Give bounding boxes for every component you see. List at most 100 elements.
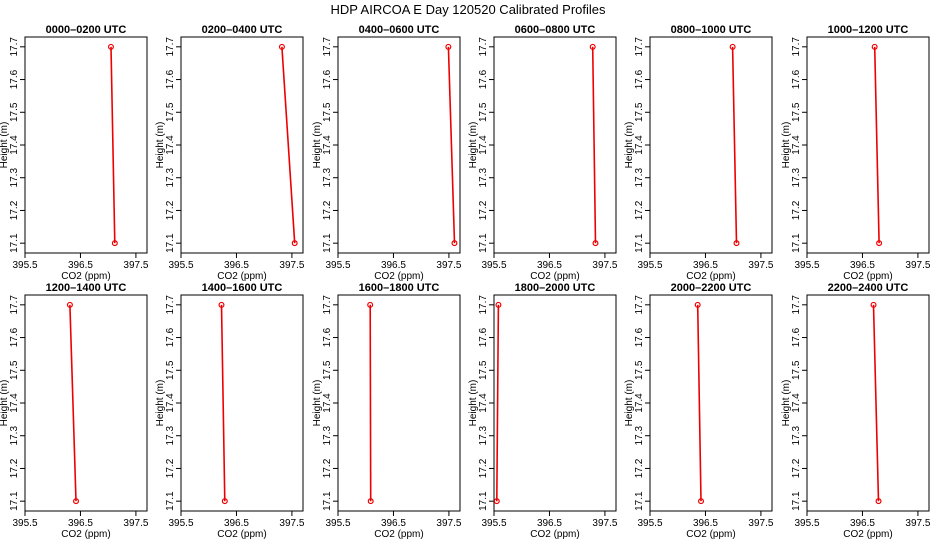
y-tick-label: 17.7 bbox=[9, 295, 20, 315]
data-point-marker bbox=[445, 43, 452, 50]
y-tick-label: 17.6 bbox=[165, 327, 176, 347]
plot-frame bbox=[806, 36, 930, 254]
y-tick-label: 17.7 bbox=[165, 37, 176, 57]
x-tick-label: 396.5 bbox=[693, 260, 718, 271]
y-tick-label: 17.7 bbox=[634, 37, 645, 57]
y-tick-label: 17.5 bbox=[9, 360, 20, 380]
y-tick-label: 17.6 bbox=[322, 327, 333, 347]
x-tick-label: 397.5 bbox=[592, 518, 617, 529]
y-tick-label: 17.6 bbox=[9, 69, 20, 89]
x-axis-label: CO2 (ppm) bbox=[61, 271, 110, 282]
y-tick-label: 17.2 bbox=[165, 458, 176, 478]
y-tick-label: 17.4 bbox=[322, 393, 333, 413]
y-tick-label: 17.3 bbox=[791, 168, 802, 188]
y-tick-label: 17.1 bbox=[478, 491, 489, 511]
x-tick-label: 395.5 bbox=[12, 260, 37, 271]
figure-title: HDP AIRCOA E Day 120520 Calibrated Profi… bbox=[330, 2, 606, 17]
x-axis-label: CO2 (ppm) bbox=[686, 271, 735, 282]
y-tick-label: 17.3 bbox=[322, 426, 333, 446]
data-point-marker bbox=[589, 43, 596, 50]
plot-frame bbox=[180, 36, 304, 254]
x-tick-label: 397.5 bbox=[436, 260, 461, 271]
y-tick-label: 17.7 bbox=[791, 37, 802, 57]
y-tick-label: 17.1 bbox=[165, 491, 176, 511]
x-tick-label: 396.5 bbox=[537, 260, 562, 271]
panel-6: 1000–1200 UTC 395.5 396.5 397.5 17.1 17.2 17.3… bbox=[781, 24, 931, 282]
plot-frame bbox=[493, 36, 617, 254]
plot-frame bbox=[337, 294, 461, 512]
profile-line bbox=[496, 304, 500, 502]
panel-title: 2000–2200 UTC bbox=[671, 282, 752, 294]
x-axis-label: CO2 (ppm) bbox=[61, 529, 110, 540]
y-tick-label: 17.2 bbox=[9, 458, 20, 478]
y-axis-label: Height (m) bbox=[0, 122, 10, 169]
x-axis-label: CO2 (ppm) bbox=[843, 271, 892, 282]
y-axis-label: Height (m) bbox=[781, 380, 792, 427]
y-tick-label: 17.4 bbox=[791, 135, 802, 155]
y-tick-label: 17.1 bbox=[634, 233, 645, 253]
y-axis-label: Height (m) bbox=[312, 380, 323, 427]
x-tick-label: 395.5 bbox=[12, 518, 37, 529]
x-axis-label: CO2 (ppm) bbox=[530, 529, 579, 540]
y-tick-label: 17.3 bbox=[791, 426, 802, 446]
y-tick-label: 17.1 bbox=[322, 491, 333, 511]
panel-8: 1400–1600 UTC 395.5 396.5 397.5 17.1 17.2 17.3… bbox=[155, 282, 305, 540]
x-tick-label: 395.5 bbox=[325, 518, 350, 529]
x-axis-label: CO2 (ppm) bbox=[686, 529, 735, 540]
y-axis-label: Height (m) bbox=[781, 122, 792, 169]
panel-title: 1200–1400 UTC bbox=[46, 282, 127, 294]
panel-title: 1000–1200 UTC bbox=[828, 24, 909, 36]
y-tick-label: 17.1 bbox=[791, 491, 802, 511]
y-axis-label: Height (m) bbox=[624, 122, 635, 169]
data-point-marker bbox=[111, 240, 118, 247]
data-point-marker bbox=[871, 43, 878, 50]
y-tick-label: 17.2 bbox=[322, 200, 333, 220]
x-tick-label: 397.5 bbox=[748, 518, 773, 529]
panel-title: 0600–0800 UTC bbox=[515, 24, 596, 36]
y-tick-label: 17.5 bbox=[165, 102, 176, 122]
y-tick-label: 17.2 bbox=[791, 458, 802, 478]
y-tick-label: 17.7 bbox=[165, 295, 176, 315]
data-point-marker bbox=[107, 43, 114, 50]
x-tick-label: 397.5 bbox=[279, 518, 304, 529]
x-tick-label: 395.5 bbox=[168, 260, 193, 271]
y-axis-label: Height (m) bbox=[155, 122, 166, 169]
panel-title: 0800–1000 UTC bbox=[671, 24, 752, 36]
y-axis-label: Height (m) bbox=[312, 122, 323, 169]
y-tick-label: 17.4 bbox=[322, 135, 333, 155]
data-point-marker bbox=[729, 43, 736, 50]
y-tick-label: 17.4 bbox=[478, 135, 489, 155]
y-tick-label: 17.4 bbox=[165, 393, 176, 413]
panel-2: 0200–0400 UTC 395.5 396.5 397.5 17.1 17.2 17.3… bbox=[155, 24, 305, 282]
y-tick-label: 17.4 bbox=[478, 393, 489, 413]
y-tick-label: 17.3 bbox=[322, 168, 333, 188]
x-tick-label: 396.5 bbox=[224, 518, 249, 529]
data-point-marker bbox=[875, 498, 882, 505]
panel-title: 0200–0400 UTC bbox=[202, 24, 283, 36]
y-tick-label: 17.1 bbox=[634, 491, 645, 511]
x-tick-label: 396.5 bbox=[850, 518, 875, 529]
x-tick-label: 396.5 bbox=[537, 518, 562, 529]
x-axis-label: CO2 (ppm) bbox=[843, 529, 892, 540]
y-tick-label: 17.2 bbox=[634, 458, 645, 478]
data-point-marker bbox=[876, 240, 883, 247]
panel-10: 1800–2000 UTC 395.5 396.5 397.5 17.1 17.2 17.3… bbox=[468, 282, 618, 540]
y-tick-label: 17.6 bbox=[322, 69, 333, 89]
y-tick-label: 17.5 bbox=[634, 102, 645, 122]
plot-frame bbox=[493, 294, 617, 512]
x-tick-label: 397.5 bbox=[748, 260, 773, 271]
y-tick-label: 17.2 bbox=[478, 200, 489, 220]
x-tick-label: 395.5 bbox=[637, 260, 662, 271]
profile-line bbox=[220, 304, 226, 502]
y-tick-label: 17.5 bbox=[478, 102, 489, 122]
y-tick-label: 17.6 bbox=[634, 327, 645, 347]
profile-line bbox=[281, 46, 296, 244]
y-tick-label: 17.1 bbox=[478, 233, 489, 253]
x-tick-label: 395.5 bbox=[481, 260, 506, 271]
panel-title: 0400–0600 UTC bbox=[359, 24, 440, 36]
x-tick-label: 397.5 bbox=[436, 518, 461, 529]
panel-title: 1400–1600 UTC bbox=[202, 282, 283, 294]
y-axis-label: Height (m) bbox=[0, 380, 10, 427]
data-point-marker bbox=[733, 240, 740, 247]
